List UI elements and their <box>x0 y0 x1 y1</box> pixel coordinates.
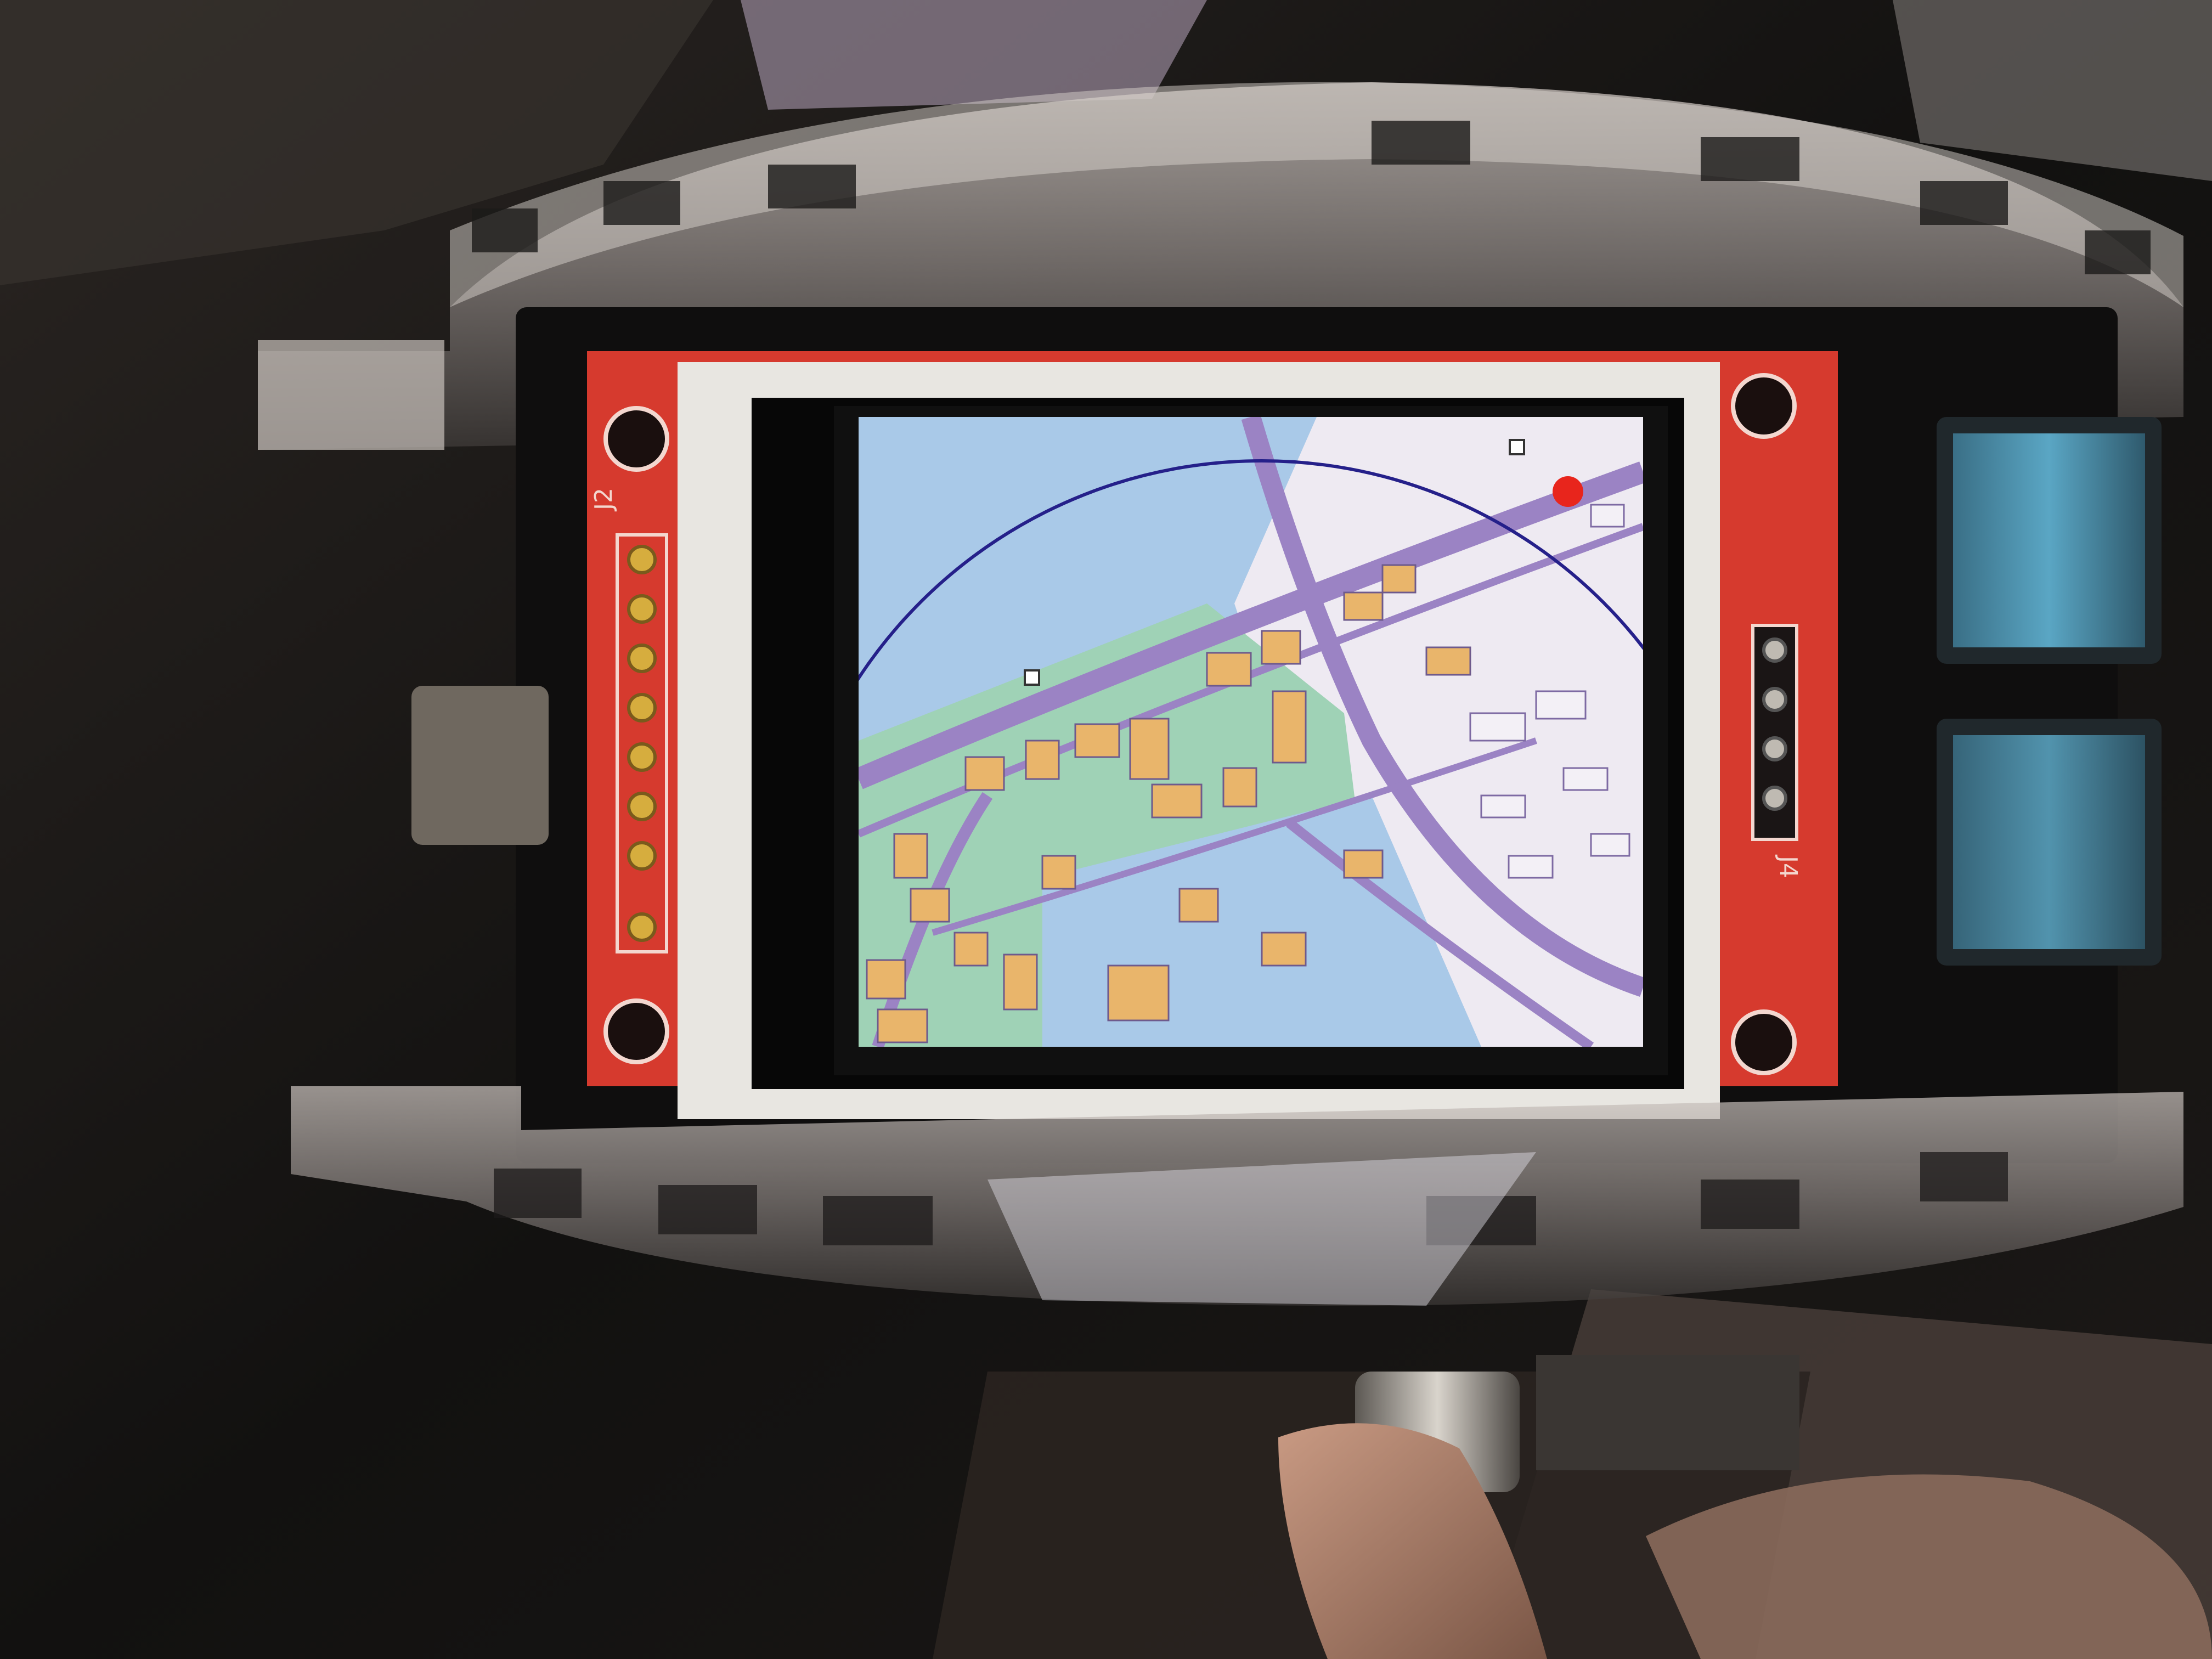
left-mount <box>411 686 549 845</box>
lower-side-button[interactable] <box>1937 719 2162 966</box>
finger <box>1278 1423 1547 1659</box>
j2-label: J2 <box>590 488 618 512</box>
acrylic-bottom-layer <box>291 1086 2183 1306</box>
usb-port <box>1536 1355 1799 1470</box>
map-pin-icon <box>1509 439 1525 455</box>
j4-label: J4 <box>1774 854 1802 878</box>
position-marker <box>1553 476 1583 507</box>
right-pin-header <box>1751 624 1798 841</box>
upper-side-button[interactable] <box>1937 417 2162 664</box>
map-display <box>859 417 1643 1047</box>
left-pin-header <box>616 533 668 953</box>
range-circle <box>859 459 1643 681</box>
map-pin-icon <box>1024 669 1040 686</box>
